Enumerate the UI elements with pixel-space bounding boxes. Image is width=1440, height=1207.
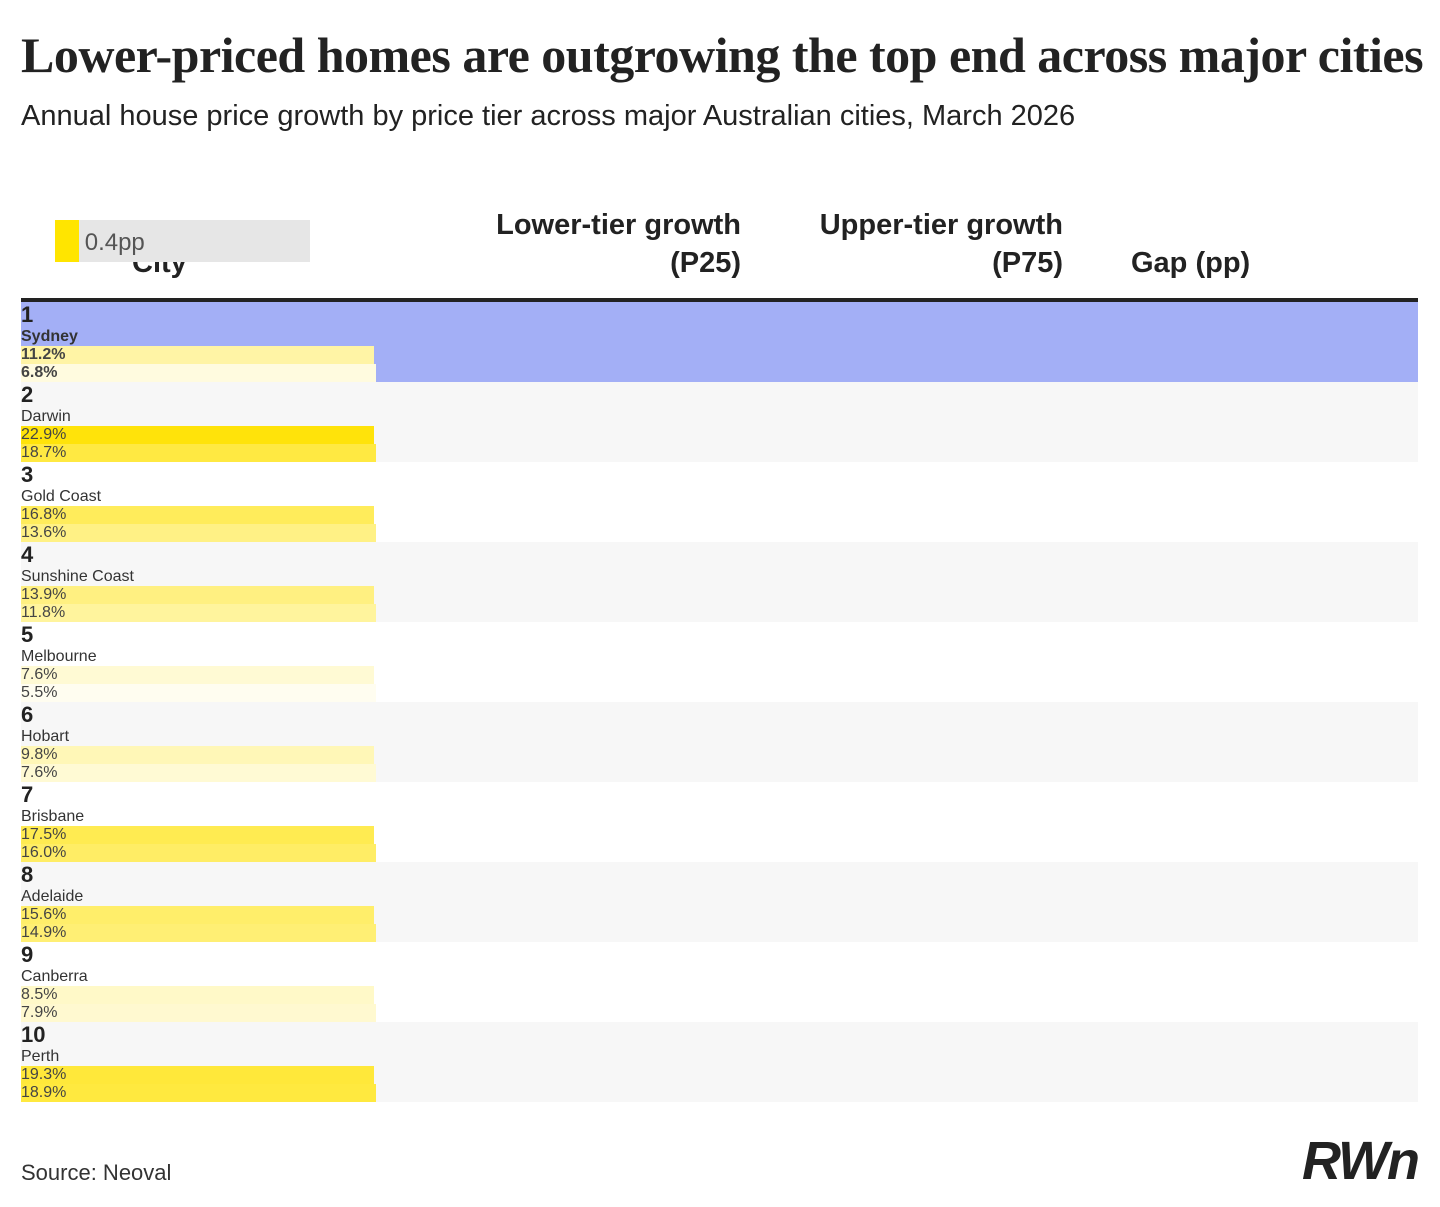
source: Source: Neoval	[21, 1160, 172, 1185]
city: Sydney	[21, 328, 78, 345]
city: Sunshine Coast	[21, 568, 134, 585]
upper-growth: 5.5%	[21, 684, 376, 702]
table-row: 10 Perth 19.3% 18.9% 0.4pp	[21, 220, 1418, 1102]
logo: RWn	[1302, 1131, 1420, 1191]
title: Lower-priced homes are outgrowing the to…	[21, 27, 1424, 83]
gap-track	[55, 220, 310, 262]
city: Melbourne	[21, 648, 97, 665]
rank: 9	[21, 942, 34, 967]
column-header: Gap (pp)	[1131, 247, 1251, 279]
city: Brisbane	[21, 808, 85, 825]
column-header: Lower-tier growth (P25)	[496, 209, 741, 279]
upper-growth: 16.0%	[21, 844, 376, 862]
city: Darwin	[21, 408, 71, 425]
upper-growth: 6.8%	[21, 364, 376, 382]
lower-growth: 9.8%	[21, 746, 374, 764]
rank: 3	[21, 462, 34, 487]
upper-growth: 7.9%	[21, 1004, 376, 1022]
table-header: City Lower-tier growth (P25) Upper-tier …	[21, 200, 1418, 302]
subtitle: Annual house price growth by price tier …	[21, 100, 1076, 132]
rank: 5	[21, 622, 34, 647]
lower-growth: 22.9%	[21, 426, 374, 444]
lower-growth: 11.2%	[21, 346, 374, 364]
upper-growth: 13.6%	[21, 524, 376, 542]
gap-label: 0.4pp	[84, 229, 145, 256]
column-header: Upper-tier growth (P75)	[819, 209, 1063, 279]
upper-growth: 18.7%	[21, 444, 376, 462]
rank: 10	[21, 1022, 46, 1047]
rank: 4	[21, 542, 34, 567]
city: Hobart	[21, 728, 70, 745]
lower-growth: 8.5%	[21, 986, 374, 1004]
city: Canberra	[21, 968, 88, 985]
rank: 6	[21, 702, 34, 727]
rank: 8	[21, 862, 34, 887]
upper-growth: 11.8%	[21, 604, 376, 622]
upper-growth: 7.6%	[21, 764, 376, 782]
city: Gold Coast	[21, 488, 102, 505]
gap-bar	[55, 220, 79, 262]
upper-growth: 18.9%	[21, 1084, 376, 1102]
rank: 1	[21, 302, 34, 327]
lower-growth: 13.9%	[21, 586, 374, 604]
rank: 2	[21, 382, 34, 407]
lower-growth: 16.8%	[21, 506, 374, 524]
city: Adelaide	[21, 888, 84, 905]
city: Perth	[21, 1048, 60, 1065]
lower-growth: 15.6%	[21, 906, 374, 924]
lower-growth: 7.6%	[21, 666, 374, 684]
table: City Lower-tier growth (P25) Upper-tier …	[21, 200, 1418, 1102]
lower-growth: 19.3%	[21, 1066, 374, 1084]
lower-growth: 17.5%	[21, 826, 374, 844]
rank: 7	[21, 782, 34, 807]
upper-growth: 14.9%	[21, 924, 376, 942]
